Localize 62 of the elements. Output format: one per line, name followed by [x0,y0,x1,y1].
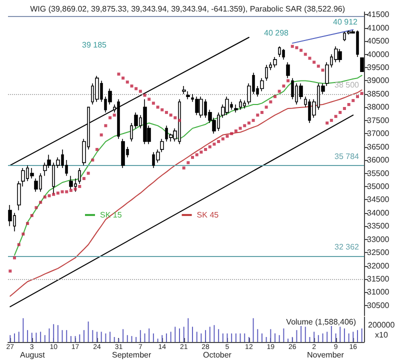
y-tick-label: 39000 [367,76,390,86]
y-tick-label: 30500 [367,300,390,310]
candlestick [273,56,277,68]
candlestick [199,96,203,118]
y-tick-label: 41000 [367,23,390,32]
annotation: 40 912 [333,18,358,26]
annotation: 39 185 [82,40,108,50]
candlestick [225,96,229,116]
y-tick-label: 35000 [367,182,390,191]
candlestick [278,46,281,58]
chart-title: WIG (39,869.02, 39,875.33, 39,343.94, 39,343.94, -641.359), Parabolic SAR (38,522.96) [30,4,346,14]
candlestick [30,168,34,179]
text: 200000 [368,320,396,330]
y-tick-label: 33000 [367,234,390,244]
candlestick [186,90,190,100]
candlestick [282,48,285,60]
y-tick-label: 34000 [367,208,390,218]
y-tick-label: 36000 [367,156,390,165]
candlestick [95,75,99,102]
y-tick-label: 41500 [367,10,390,20]
ref-line-label: 38 500 [334,80,360,90]
y-tick-label: 37500 [367,116,390,125]
candlestick [143,98,147,145]
y-tick-label: 40500 [367,36,390,46]
chart-title: Volume (1,588,406) [286,318,356,326]
y-tick-label: 39500 [367,63,390,72]
y-tick-label: 38500 [367,89,390,98]
y-tick-label: 32000 [367,261,390,270]
text: August [20,350,46,360]
text: September [112,350,152,360]
legend-label: SK 45 [196,210,220,220]
y-tick-label: 32500 [367,248,390,258]
ref-line-label: 32 362 [334,242,360,252]
text: October [203,350,232,360]
y-tick-label: 35500 [367,168,390,178]
line-series [10,89,362,297]
candlestick [117,98,120,140]
candlestick [121,138,125,168]
text: x10 [375,330,388,340]
y-tick-label: 34500 [367,195,390,204]
y-tick-label: 40000 [367,50,390,59]
annotation: 40 298 [264,28,290,38]
ref-line-label: 35 784 [334,152,360,162]
candlestick [360,57,364,72]
y-tick-label: 33500 [367,222,390,231]
candlestick [338,48,342,63]
candlestick [243,100,246,109]
candlestick [265,64,268,82]
y-tick-label: 38000 [367,102,390,112]
y-tick-label: 31000 [367,288,390,297]
candlestick [286,62,290,78]
y-tick-label: 31500 [367,274,390,284]
candlestick [182,86,186,94]
candlestick [69,175,73,190]
candlestick [234,104,238,113]
candlestick [78,168,81,184]
y-tick-label: 36500 [367,142,390,152]
text: November [307,350,344,360]
legend-label: SK 15 [100,210,122,220]
candlestick [239,98,242,110]
candlestick [195,96,199,116]
y-tick-label: 37000 [367,129,390,138]
